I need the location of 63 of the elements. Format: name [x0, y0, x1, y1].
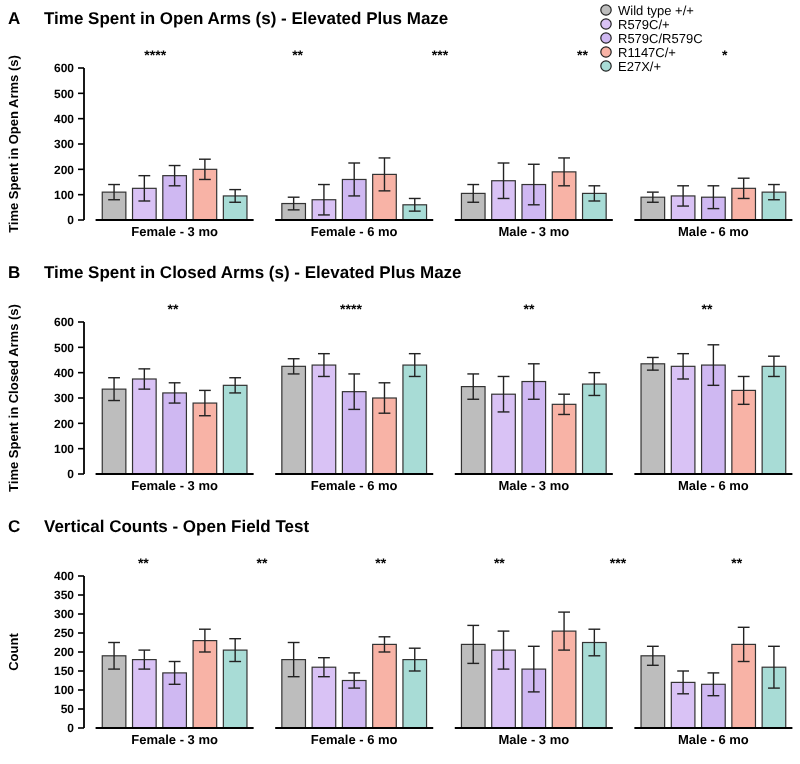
bar: [761, 191, 787, 221]
bar: [402, 659, 428, 729]
text: B: [8, 262, 21, 282]
bar: [162, 392, 188, 475]
bar: [341, 391, 367, 475]
bar: [341, 178, 367, 221]
bar: [551, 403, 577, 475]
bar: [402, 364, 428, 475]
bar: [131, 659, 157, 729]
bar: [670, 365, 696, 475]
bar: [460, 386, 486, 475]
bar: [131, 378, 157, 475]
bar: [640, 363, 666, 475]
bar: [640, 655, 666, 729]
bar: [700, 196, 726, 221]
bar: [761, 365, 787, 475]
bar: [222, 195, 248, 221]
text: A: [8, 8, 21, 28]
bar: [700, 364, 726, 475]
bar: [521, 183, 547, 221]
bar: [281, 659, 307, 729]
bar: [491, 180, 516, 221]
bar: [581, 192, 607, 221]
bar: [670, 681, 696, 729]
chart-title: Time Spent in Closed Arms (s) - Elevated Plus Maze: [44, 262, 463, 282]
bar: [460, 192, 486, 221]
bar: [731, 187, 757, 221]
bar: [521, 668, 547, 729]
bar: [311, 364, 337, 475]
bar: [761, 666, 787, 729]
bar: [700, 683, 726, 729]
bar: [101, 655, 127, 729]
bar: [551, 630, 577, 729]
bar: [491, 393, 516, 475]
bar: [731, 643, 757, 729]
bar: [731, 389, 757, 475]
bar: [131, 187, 157, 221]
bar: [581, 641, 607, 729]
bar: [372, 643, 397, 729]
bar: [372, 397, 397, 475]
bar: [162, 672, 188, 729]
bar: [281, 365, 307, 475]
bar: [372, 173, 397, 221]
bar: [551, 171, 577, 221]
bar: [460, 643, 486, 729]
bar: [222, 384, 248, 475]
chart-title: Vertical Counts - Open Field Test: [44, 516, 310, 536]
bar: [192, 168, 218, 221]
bar: [521, 380, 547, 475]
bar: [670, 195, 696, 221]
text: C: [8, 516, 21, 536]
bar: [222, 649, 248, 729]
bar: [640, 196, 666, 221]
bar: [581, 383, 607, 475]
bar: [491, 649, 516, 729]
bar: [162, 175, 188, 221]
bar: [192, 640, 218, 729]
bar: [341, 679, 367, 729]
bar: [192, 402, 218, 475]
bar: [101, 191, 127, 221]
bar: [311, 666, 337, 729]
chart-title: Time Spent in Open Arms (s) - Elevated Plus Maze: [44, 8, 449, 28]
bar: [101, 388, 127, 475]
